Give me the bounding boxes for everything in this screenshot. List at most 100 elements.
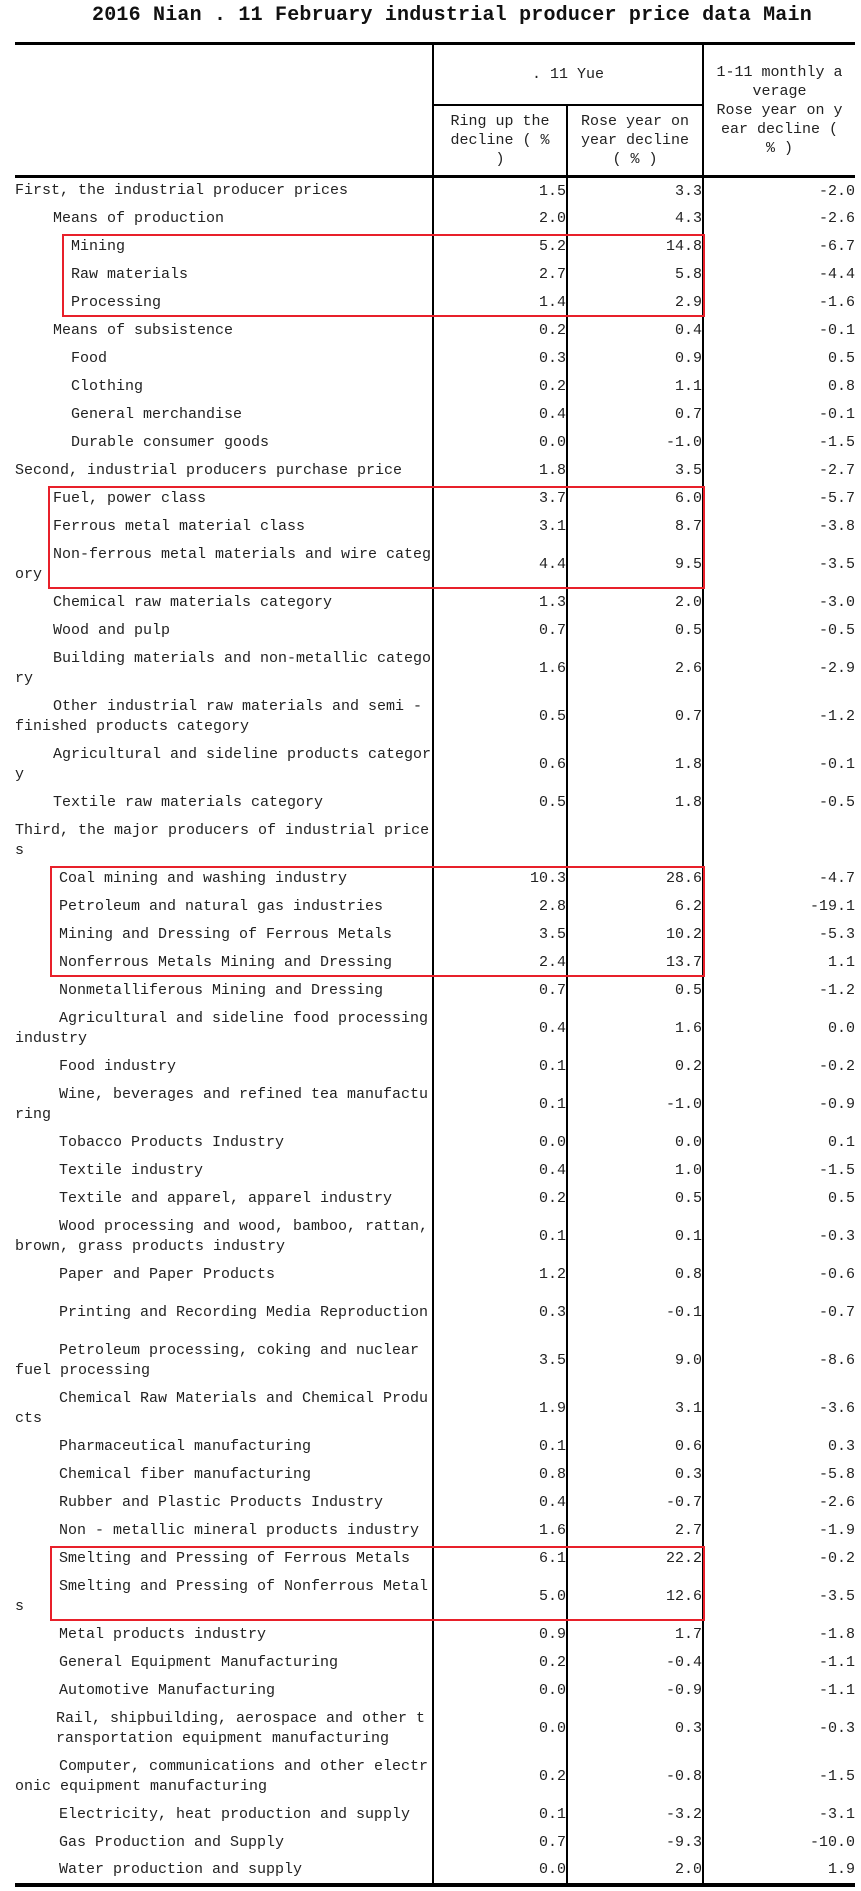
row-label: Means of subsistence — [53, 321, 234, 339]
value-yoy: 2.6 — [565, 644, 704, 693]
table-row: Non - metallic mineral products industry… — [15, 1516, 856, 1545]
row-label: Wine, beverages and refined tea manufact… — [15, 1085, 429, 1123]
value-avg: -1.1 — [702, 1648, 856, 1677]
value-yoy: 0.0 — [565, 1128, 704, 1157]
table-row: Textile raw materials category 0.5 1.8 -0.5 — [15, 788, 856, 817]
table-row: Coal mining and washing industry 10.3 28.6… — [15, 864, 856, 893]
table-row: Wood processing and wood, bamboo, rattan… — [15, 1212, 856, 1261]
value-mom: 0.7 — [432, 616, 567, 645]
table-row: Wine, beverages and refined tea manufact… — [15, 1080, 856, 1129]
table-row: First, the industrial producer prices 1.5… — [15, 176, 856, 205]
table-row: Fuel, power class 3.7 6.0 -5.7 — [15, 484, 856, 513]
value-yoy: -1.0 — [565, 1080, 704, 1129]
value-yoy: 0.1 — [565, 1212, 704, 1261]
table-row: Other industrial raw materials and semi … — [15, 692, 856, 741]
value-avg: -2.0 — [702, 176, 856, 205]
value-mom: 0.4 — [432, 1488, 567, 1517]
value-yoy: 9.5 — [565, 540, 704, 589]
table-row: Means of subsistence 0.2 0.4 -0.1 — [15, 316, 856, 345]
table-row: Computer, communications and other elect… — [15, 1752, 856, 1801]
table-row: Water production and supply 0.0 2.0 1.9 — [15, 1856, 856, 1887]
row-label: Petroleum processing, coking and nuclear… — [15, 1341, 420, 1379]
value-mom: 0.2 — [432, 372, 567, 401]
table-row: Gas Production and Supply 0.7 -9.3 -10.0 — [15, 1828, 856, 1857]
value-yoy: 0.8 — [565, 1260, 704, 1289]
row-label: Food industry — [59, 1057, 177, 1075]
value-avg: -3.8 — [702, 512, 856, 541]
value-avg: 0.0 — [702, 1004, 856, 1053]
page-title: 2016 Nian . 11 February industrial produ… — [92, 4, 812, 27]
row-label: Durable consumer goods — [71, 433, 270, 451]
value-avg: -3.0 — [702, 588, 856, 617]
value-avg: -5.7 — [702, 484, 856, 513]
value-avg: -3.1 — [702, 1800, 856, 1829]
table-row: Printing and Recording Media Reproductio… — [15, 1288, 856, 1337]
row-label: Smelting and Pressing of Nonferrous Meta… — [15, 1577, 429, 1615]
table-row: Building materials and non-metallic cate… — [15, 644, 856, 693]
value-mom: 0.0 — [432, 1856, 567, 1887]
table-row: Mining 5.2 14.8 -6.7 — [15, 232, 856, 261]
value-mom: 0.4 — [432, 400, 567, 429]
value-avg: -8.6 — [702, 1336, 856, 1385]
header-avg-bottom: Rose year on year decline ( % ) — [716, 101, 843, 157]
header-yoy: Rose year on year decline ( % ) — [565, 104, 704, 178]
table-row: Textile industry 0.4 1.0 -1.5 — [15, 1156, 856, 1185]
value-avg: 0.5 — [702, 344, 856, 373]
value-avg: -1.8 — [702, 1620, 856, 1649]
row-label: Water production and supply — [15, 1856, 433, 1887]
value-yoy: 1.1 — [565, 372, 704, 401]
table-row: Petroleum processing, coking and nuclear… — [15, 1336, 856, 1385]
value-mom: 0.3 — [432, 344, 567, 373]
value-yoy: 2.9 — [565, 288, 704, 317]
row-label: Mining — [71, 237, 126, 255]
row-label: Other industrial raw materials and semi … — [15, 697, 423, 735]
value-yoy: -9.3 — [565, 1828, 704, 1857]
table-row: General merchandise 0.4 0.7 -0.1 — [15, 400, 856, 429]
row-label: Non - metallic mineral products industry — [59, 1521, 420, 1539]
row-label: Nonmetalliferous Mining and Dressing — [59, 981, 384, 999]
value-mom: 0.2 — [432, 1752, 567, 1801]
table-row: Pharmaceutical manufacturing 0.1 0.6 0.3 — [15, 1432, 856, 1461]
row-label: Textile and apparel, apparel industry — [59, 1189, 393, 1207]
table-body: First, the industrial producer prices 1.5… — [15, 176, 856, 1887]
table-row: Clothing 0.2 1.1 0.8 — [15, 372, 856, 401]
table-row: Processing 1.4 2.9 -1.6 — [15, 288, 856, 317]
table-row: Means of production 2.0 4.3 -2.6 — [15, 204, 856, 233]
row-label: Nonferrous Metals Mining and Dressing — [59, 953, 393, 971]
row-label: Electricity, heat production and supply — [59, 1805, 411, 1823]
value-yoy: -1.0 — [565, 428, 704, 457]
value-avg: 0.5 — [702, 1184, 856, 1213]
value-mom: 2.4 — [432, 948, 567, 977]
value-avg: -1.5 — [702, 1752, 856, 1801]
value-mom: 2.8 — [432, 892, 567, 921]
value-mom: 0.0 — [432, 1128, 567, 1157]
row-label: Food — [71, 349, 108, 367]
value-mom: 0.0 — [432, 1704, 567, 1753]
row-label: Chemical Raw Materials and Chemical Prod… — [15, 1389, 429, 1427]
value-mom: 0.1 — [432, 1800, 567, 1829]
value-mom: 0.2 — [432, 316, 567, 345]
row-label: Computer, communications and other elect… — [15, 1757, 429, 1795]
value-yoy: 3.3 — [565, 176, 704, 205]
value-mom: 0.8 — [432, 1460, 567, 1489]
row-label: Agricultural and sideline food processin… — [15, 1009, 429, 1047]
value-yoy: 9.0 — [565, 1336, 704, 1385]
value-avg: -3.5 — [702, 540, 856, 589]
row-label: Textile raw materials category — [53, 793, 324, 811]
row-label: Metal products industry — [59, 1625, 267, 1643]
value-avg: 0.1 — [702, 1128, 856, 1157]
value-avg: -4.7 — [702, 864, 856, 893]
value-yoy: 3.5 — [565, 456, 704, 485]
row-label: Raw materials — [71, 265, 189, 283]
value-yoy: 0.5 — [565, 616, 704, 645]
table-row: Chemical raw materials category 1.3 2.0 -3.… — [15, 588, 856, 617]
value-avg: -0.7 — [702, 1288, 856, 1337]
table-row: Smelting and Pressing of Nonferrous Meta… — [15, 1572, 856, 1621]
value-mom: 0.3 — [432, 1288, 567, 1337]
value-mom: 1.4 — [432, 288, 567, 317]
value-avg: -5.8 — [702, 1460, 856, 1489]
value-avg: -0.5 — [702, 788, 856, 817]
row-label: Second, industrial producers purchase pr… — [15, 461, 403, 479]
row-label: Clothing — [71, 377, 144, 395]
value-avg: -0.3 — [702, 1704, 856, 1753]
